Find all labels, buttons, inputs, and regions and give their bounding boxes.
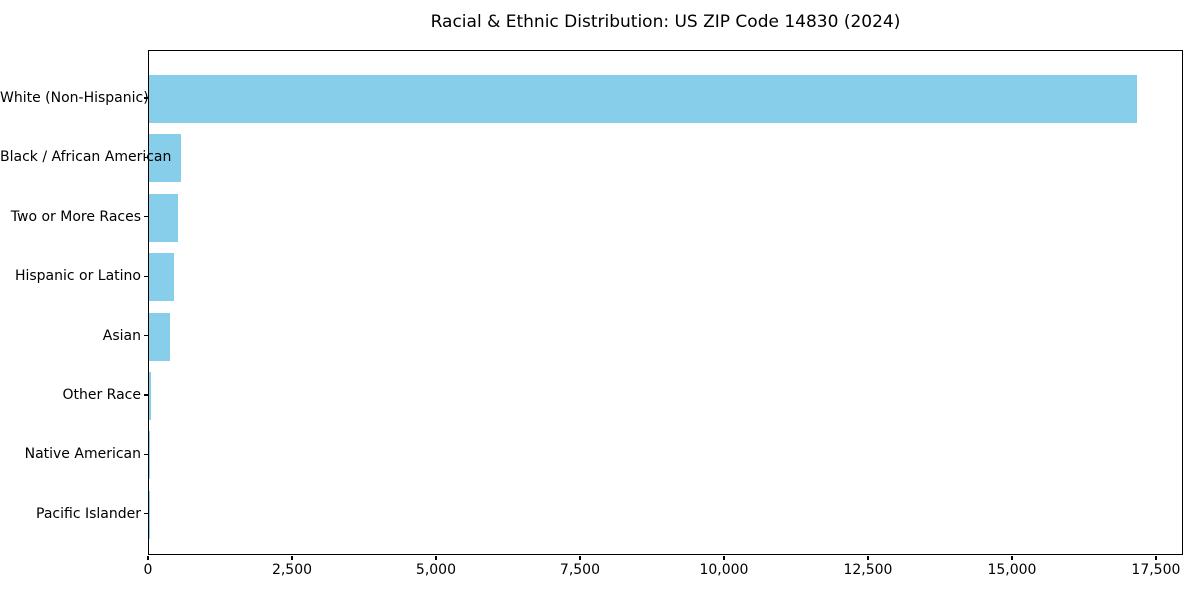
plot-area xyxy=(148,50,1183,555)
x-tick-label-2500: 2,500 xyxy=(271,562,313,578)
x-tick-label-12500: 12,500 xyxy=(843,562,893,578)
bar-black-african-american xyxy=(149,134,181,183)
y-tick-mark xyxy=(144,453,148,455)
y-tick-label-hispanic-or-latino: Hispanic or Latino xyxy=(14,268,141,285)
bar-white-non-hispanic xyxy=(149,75,1137,123)
x-tick-mark xyxy=(1155,556,1157,560)
y-tick-label-other-race: Other Race xyxy=(62,387,141,403)
x-tick-label-5000: 5,000 xyxy=(415,562,457,578)
y-tick-mark xyxy=(144,513,148,515)
x-tick-mark xyxy=(291,556,293,560)
bar-other-race xyxy=(149,372,151,420)
bar-asian xyxy=(149,312,171,361)
y-tick-label-two-or-more-races: Two or More Races xyxy=(10,208,141,225)
y-tick-mark xyxy=(144,394,148,396)
y-tick-mark xyxy=(144,335,148,337)
y-tick-mark xyxy=(144,97,148,99)
y-tick-mark xyxy=(144,216,148,218)
x-tick-label-10000: 10,000 xyxy=(699,562,749,578)
chart-title: Racial & Ethnic Distribution: US ZIP Cod… xyxy=(430,12,901,32)
x-tick-label-15000: 15,000 xyxy=(987,562,1037,578)
y-tick-label-pacific-islander: Pacific Islander xyxy=(36,505,141,522)
y-tick-mark xyxy=(144,156,148,158)
x-tick-mark xyxy=(723,556,725,560)
x-tick-mark xyxy=(867,556,869,560)
y-tick-label-black-african-american: Black / African American xyxy=(0,149,172,166)
x-tick-mark xyxy=(147,556,149,560)
x-tick-mark xyxy=(1011,556,1013,560)
x-tick-label-17500: 17,500 xyxy=(1131,562,1181,578)
bar-hispanic-or-latino xyxy=(149,253,175,302)
y-tick-label-native-american: Native American xyxy=(24,446,141,463)
y-tick-label-asian: Asian xyxy=(102,327,141,344)
x-tick-label-0: 0 xyxy=(143,562,153,578)
x-tick-mark xyxy=(579,556,581,560)
x-tick-mark xyxy=(435,556,437,560)
x-tick-label-7500: 7,500 xyxy=(559,562,601,578)
y-tick-label-white-non-hispanic: White (Non-Hispanic) xyxy=(0,90,149,106)
y-tick-mark xyxy=(144,275,148,277)
bar-two-or-more-races xyxy=(149,193,178,242)
bar-native-american xyxy=(149,431,150,480)
